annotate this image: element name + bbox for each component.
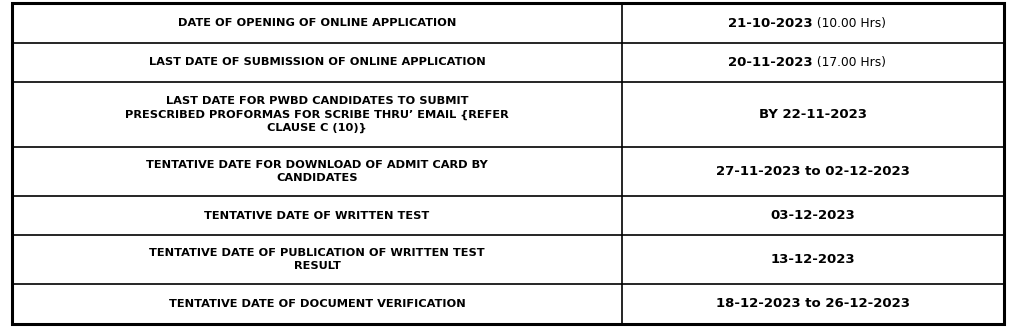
Text: 03-12-2023: 03-12-2023 (770, 209, 855, 222)
Text: TENTATIVE DATE OF WRITTEN TEST: TENTATIVE DATE OF WRITTEN TEST (204, 211, 430, 221)
Text: 21-10-2023: 21-10-2023 (728, 16, 813, 29)
Text: 18-12-2023 to 26-12-2023: 18-12-2023 to 26-12-2023 (716, 298, 910, 311)
Text: 13-12-2023: 13-12-2023 (770, 253, 855, 266)
Text: TENTATIVE DATE FOR DOWNLOAD OF ADMIT CARD BY
CANDIDATES: TENTATIVE DATE FOR DOWNLOAD OF ADMIT CAR… (146, 160, 488, 183)
Text: (17.00 Hrs): (17.00 Hrs) (813, 56, 886, 69)
Text: TENTATIVE DATE OF PUBLICATION OF WRITTEN TEST
RESULT: TENTATIVE DATE OF PUBLICATION OF WRITTEN… (149, 249, 485, 271)
Text: BY 22-11-2023: BY 22-11-2023 (759, 108, 867, 121)
Text: TENTATIVE DATE OF DOCUMENT VERIFICATION: TENTATIVE DATE OF DOCUMENT VERIFICATION (169, 299, 465, 309)
Text: 20-11-2023: 20-11-2023 (728, 56, 813, 69)
Text: 27-11-2023 to 02-12-2023: 27-11-2023 to 02-12-2023 (716, 165, 910, 178)
Text: DATE OF OPENING OF ONLINE APPLICATION: DATE OF OPENING OF ONLINE APPLICATION (178, 18, 456, 28)
Text: LAST DATE FOR PWBD CANDIDATES TO SUBMIT
PRESCRIBED PROFORMAS FOR SCRIBE THRU’ EM: LAST DATE FOR PWBD CANDIDATES TO SUBMIT … (125, 96, 509, 133)
Text: LAST DATE OF SUBMISSION OF ONLINE APPLICATION: LAST DATE OF SUBMISSION OF ONLINE APPLIC… (148, 58, 486, 67)
Text: (10.00 Hrs): (10.00 Hrs) (813, 16, 886, 29)
